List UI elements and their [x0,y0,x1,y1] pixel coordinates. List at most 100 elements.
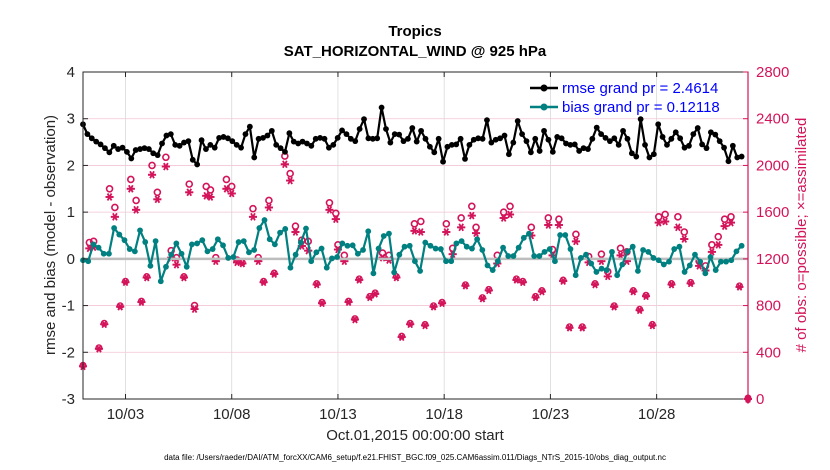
bias-point [313,249,320,256]
bias-point [453,240,460,247]
bias-point [375,245,382,252]
rmse-point [607,138,613,145]
bias-point [494,258,501,265]
obs-possible-marker [417,217,425,226]
bias-point [256,225,263,231]
obs-assimilated-marker [714,240,723,249]
rmse-point [110,142,117,149]
bias-point [220,242,226,249]
y-tick-label: -3 [62,391,75,408]
bias-point [686,262,693,269]
bias-point [209,246,216,252]
bias-point [619,261,626,268]
obs-possible-marker [499,208,508,216]
rmse-point [203,146,209,152]
obs-possible-marker [468,202,476,211]
rmse-point [532,135,539,142]
obs-assimilated-marker [264,203,273,212]
rmse-point [347,135,354,142]
obs-possible-marker [485,285,493,293]
rmse-point [523,138,530,145]
bias-point [137,227,143,234]
legend: rmse grand pr = 2.4614 bias grand pr = 0… [530,80,720,116]
obs-assimilated-marker [571,237,580,246]
rmse-point [646,154,653,161]
bias-point [593,269,600,275]
rmse-point [681,144,688,151]
bias-point [458,238,465,245]
rmse-point [88,135,95,142]
rmse-point [132,147,139,153]
rmse-point [387,139,394,146]
obs-assimilated-marker [185,188,194,197]
bias-point [717,258,724,265]
rmse-point [378,104,385,111]
bias-point [329,255,335,262]
rmse-point [97,141,104,148]
rmse-point [650,151,657,158]
rmse-point [141,145,148,152]
bias-point [443,258,449,265]
rmse-point [242,131,249,138]
obs-possible-marker [421,320,429,328]
obs-assimilated-marker [410,226,419,235]
legend-bias-marker [540,103,548,111]
obs-possible-marker [371,289,379,297]
bias-point [598,265,605,272]
bias-point [152,238,159,245]
legend-rmse-label: rmse grand pr = 2.4614 [562,80,718,97]
series-layer [80,104,745,285]
rmse-point [260,134,266,141]
bias-point [334,254,341,260]
obs-possible-marker [325,199,334,207]
obs-possible-marker [249,204,257,213]
obs-possible-marker [180,273,188,281]
bias-point [536,253,543,259]
obs-possible-marker [332,209,340,218]
data-file-footnote: data file: /Users/raeder/DAI/ATM_forcXX/… [164,453,666,462]
bias-point [562,232,569,238]
obs-possible-marker [559,276,567,284]
rmse-point [563,140,569,147]
rmse-point [633,153,640,160]
rmse-point [558,135,565,142]
bias-point [370,270,377,277]
y-right-tick-label: 800 [756,298,781,315]
obs-possible-marker [687,278,695,286]
bias-point [676,243,683,250]
rmse-point [506,151,512,158]
rmse-point [620,127,626,134]
rmse-point [672,129,679,136]
rmse-point [628,150,635,157]
bias-point [650,255,657,261]
rmse-point [690,131,697,138]
obs-possible-marker [442,220,451,228]
bias-point [277,229,283,236]
rmse-point [585,146,591,152]
y-right-tick-label: 1600 [756,204,789,221]
bias-point [577,255,584,261]
bias-point [432,245,439,252]
rmse-point [668,135,675,142]
rmse-point [374,135,381,142]
rmse-point [224,135,231,142]
rmse-point [422,135,429,142]
obs-possible-marker [555,215,563,223]
obs-possible-marker [127,175,135,184]
rmse-point [119,144,126,151]
obs-possible-marker [286,169,294,178]
obs-possible-marker [162,153,170,162]
obs-assimilated-marker [161,162,170,171]
obs-possible-marker [457,214,465,222]
obs-possible-marker [591,280,599,288]
x-tick-label: 10/23 [532,406,570,423]
obs-possible-marker [378,249,387,257]
bias-point [266,236,273,243]
obs-assimilated-marker [442,228,451,236]
obs-possible-marker [720,215,729,223]
chart-subtitle: SAT_HORIZONTAL_WIND @ 925 hPa [284,43,547,60]
rmse-point [514,118,521,124]
rmse-point [611,135,618,142]
bias-point [697,258,704,265]
obs-possible-marker [270,269,278,277]
